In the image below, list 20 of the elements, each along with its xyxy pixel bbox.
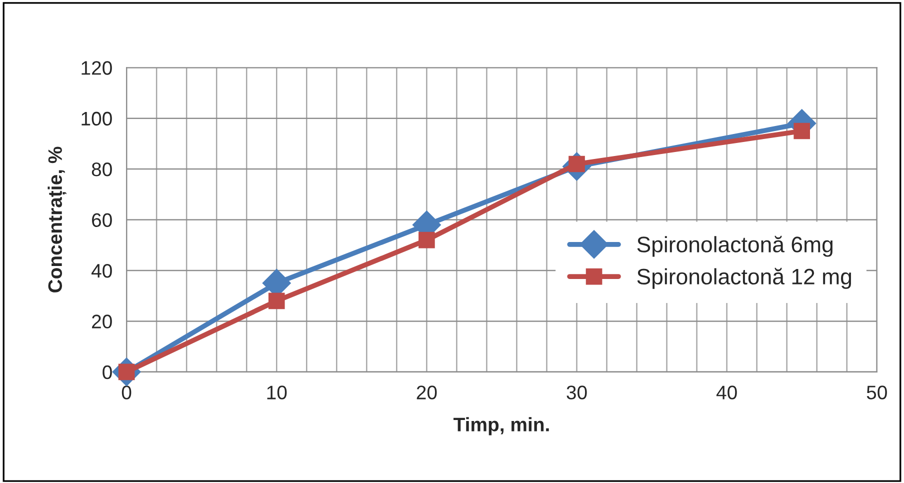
- y-tick-label: 0: [102, 365, 112, 380]
- x-tick-label: 20: [416, 386, 437, 400]
- y-tick-label: 40: [91, 264, 112, 278]
- point: [268, 292, 285, 310]
- y-tick-label: 20: [92, 314, 112, 328]
- x-tick-label: 10: [267, 386, 287, 400]
- point: [794, 122, 810, 140]
- point: [418, 232, 435, 248]
- legend-label: Spironolactonă 12 mg: [637, 268, 852, 289]
- y-tick-label: 120: [82, 61, 112, 75]
- x-tick-label: 40: [716, 386, 737, 400]
- x-axis-title: Timp, min.: [454, 417, 549, 436]
- x-tick-label: 0: [122, 386, 132, 400]
- y-tick-label: 100: [82, 112, 112, 126]
- legend-label: Spironolactonă 6mg: [637, 236, 832, 257]
- y-axis-title: Concentrație, %: [48, 146, 66, 292]
- y-tick-label: 60: [92, 213, 112, 227]
- x-tick-label: 30: [566, 386, 587, 400]
- y-tick-label: 80: [92, 162, 112, 176]
- x-tick-label: 50: [866, 386, 887, 400]
